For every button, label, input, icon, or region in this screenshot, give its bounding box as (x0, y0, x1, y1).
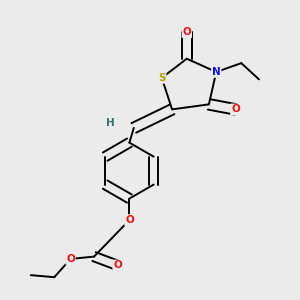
Text: O: O (125, 215, 134, 225)
Text: O: O (182, 27, 191, 37)
Text: H: H (106, 118, 115, 128)
Text: N: N (212, 67, 220, 77)
Text: O: O (113, 260, 122, 270)
Text: O: O (231, 104, 240, 114)
Text: S: S (158, 73, 166, 83)
Text: O: O (66, 254, 75, 264)
